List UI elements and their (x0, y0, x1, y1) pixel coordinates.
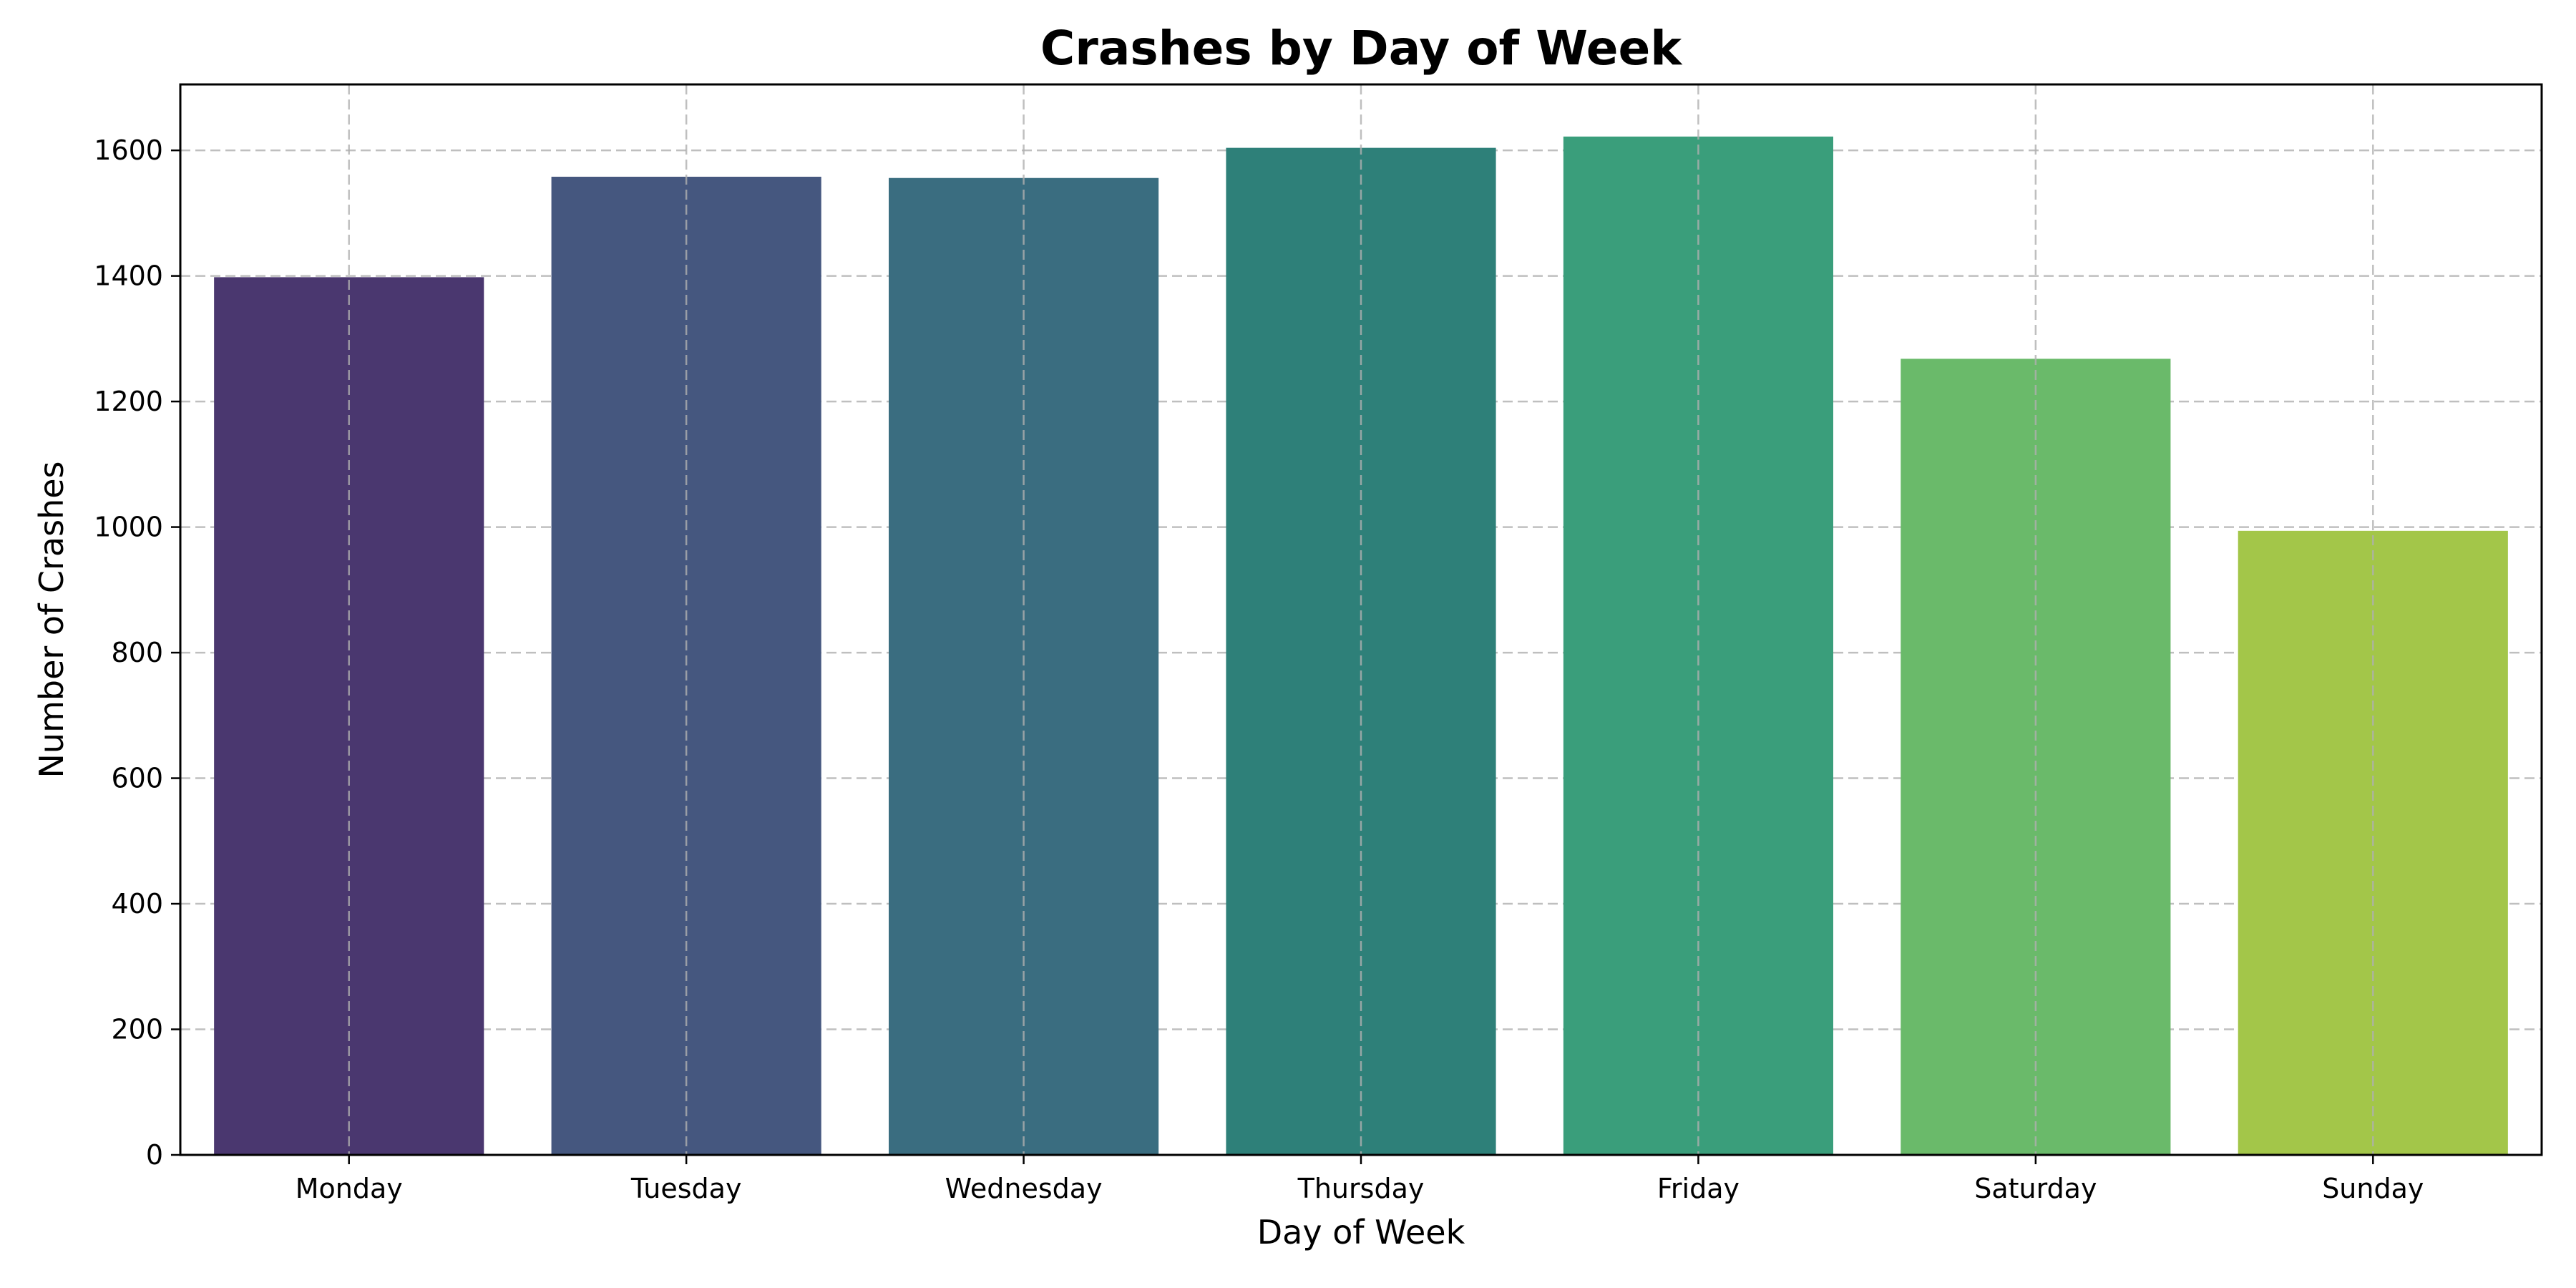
x-tick-label: Tuesday (630, 1173, 742, 1204)
y-tick-label: 800 (111, 637, 163, 668)
y-tick-label: 600 (111, 763, 163, 794)
x-axis-ticks: Monday Tuesday Wednesday Thursday Friday Satu… (296, 1155, 2424, 1204)
x-tick-label: Sunday (2322, 1173, 2424, 1204)
x-tick-label: Thursday (1297, 1173, 1425, 1204)
y-tick-label: 400 (111, 888, 163, 919)
vertical-grid-lines (348, 84, 2374, 1155)
y-tick-label: 0 (146, 1139, 163, 1171)
x-tick-label: Friday (1657, 1173, 1740, 1204)
x-axis-label: Day of Week (1257, 1213, 1465, 1252)
y-tick-label: 1000 (94, 512, 163, 543)
x-tick-label: Wednesday (945, 1173, 1103, 1204)
x-tick-label: Monday (296, 1173, 403, 1204)
y-axis-label: Number of Crashes (32, 462, 71, 779)
y-tick-label: 200 (111, 1014, 163, 1045)
chart-title: Crashes by Day of Week (1040, 21, 1683, 76)
y-tick-label: 1600 (94, 135, 163, 166)
y-tick-label: 1400 (94, 260, 163, 292)
y-axis-ticks: 0 200 400 600 800 1000 1200 1400 1600 (94, 135, 180, 1171)
y-tick-label: 1200 (94, 386, 163, 417)
x-tick-label: Saturday (1974, 1173, 2097, 1204)
